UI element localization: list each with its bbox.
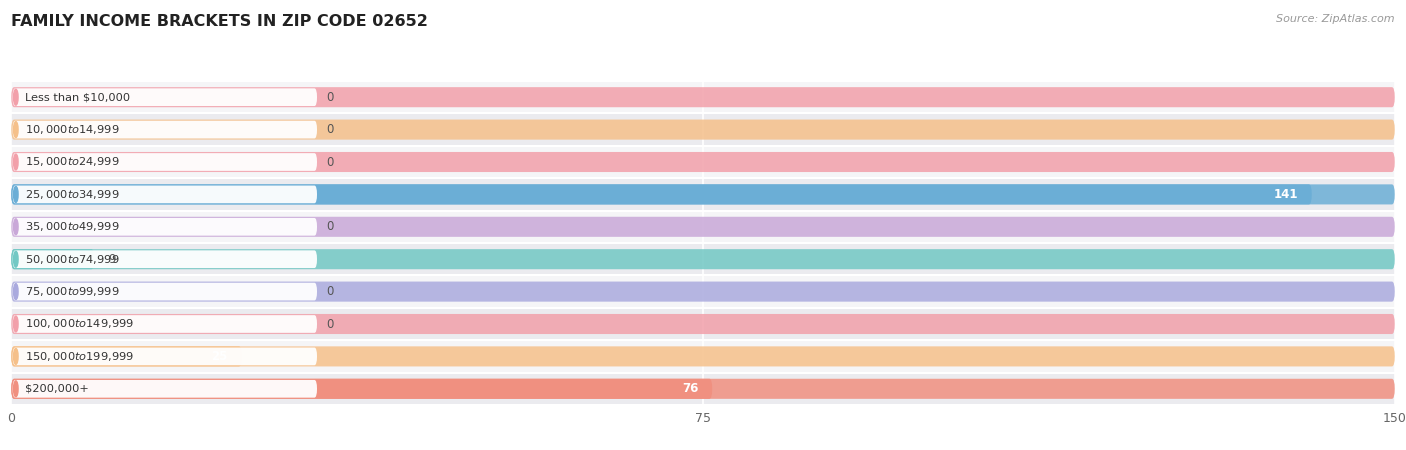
FancyBboxPatch shape [11,346,242,366]
FancyBboxPatch shape [11,120,1395,140]
Text: 0: 0 [326,220,333,233]
Text: $50,000 to $74,999: $50,000 to $74,999 [25,253,120,266]
FancyBboxPatch shape [13,250,316,268]
FancyBboxPatch shape [11,184,1312,204]
FancyBboxPatch shape [11,249,94,269]
FancyBboxPatch shape [11,184,1395,204]
Bar [11,373,1395,405]
Text: $75,000 to $99,999: $75,000 to $99,999 [25,285,120,298]
FancyBboxPatch shape [11,282,1395,302]
Bar [11,243,1395,275]
Text: 25: 25 [212,350,228,363]
Text: $150,000 to $199,999: $150,000 to $199,999 [25,350,135,363]
Text: Less than $10,000: Less than $10,000 [25,92,131,102]
Text: 0: 0 [326,156,333,168]
FancyBboxPatch shape [11,346,1395,366]
Bar [11,113,1395,146]
Text: FAMILY INCOME BRACKETS IN ZIP CODE 02652: FAMILY INCOME BRACKETS IN ZIP CODE 02652 [11,14,427,28]
Bar [11,340,1395,373]
Bar [11,146,1395,178]
Text: $15,000 to $24,999: $15,000 to $24,999 [25,156,120,168]
Text: 76: 76 [682,382,699,395]
Circle shape [14,251,18,267]
Text: 0: 0 [326,318,333,330]
Text: $35,000 to $49,999: $35,000 to $49,999 [25,220,120,233]
Bar [11,308,1395,340]
FancyBboxPatch shape [13,185,316,203]
FancyBboxPatch shape [13,283,316,301]
FancyBboxPatch shape [13,121,316,139]
Text: 0: 0 [326,91,333,104]
FancyBboxPatch shape [13,380,316,398]
FancyBboxPatch shape [13,218,316,236]
Text: 0: 0 [326,123,333,136]
Text: 0: 0 [326,285,333,298]
Circle shape [14,284,18,300]
Text: $100,000 to $149,999: $100,000 to $149,999 [25,318,135,330]
FancyBboxPatch shape [11,217,1395,237]
Circle shape [14,122,18,138]
FancyBboxPatch shape [11,87,1395,107]
Bar [11,211,1395,243]
Circle shape [14,316,18,332]
Circle shape [14,89,18,105]
Circle shape [14,154,18,170]
Circle shape [14,348,18,364]
Text: Source: ZipAtlas.com: Source: ZipAtlas.com [1277,14,1395,23]
Text: 9: 9 [108,253,115,266]
Bar [11,275,1395,308]
FancyBboxPatch shape [11,314,1395,334]
Bar [11,81,1395,113]
FancyBboxPatch shape [11,379,713,399]
Bar [11,178,1395,211]
FancyBboxPatch shape [13,88,316,106]
FancyBboxPatch shape [11,379,1395,399]
Circle shape [14,186,18,202]
FancyBboxPatch shape [13,153,316,171]
Circle shape [14,219,18,235]
Text: $200,000+: $200,000+ [25,384,89,394]
FancyBboxPatch shape [11,152,1395,172]
Text: $25,000 to $34,999: $25,000 to $34,999 [25,188,120,201]
Circle shape [14,381,18,397]
Text: $10,000 to $14,999: $10,000 to $14,999 [25,123,120,136]
FancyBboxPatch shape [11,249,1395,269]
FancyBboxPatch shape [13,347,316,365]
Text: 141: 141 [1274,188,1298,201]
FancyBboxPatch shape [13,315,316,333]
